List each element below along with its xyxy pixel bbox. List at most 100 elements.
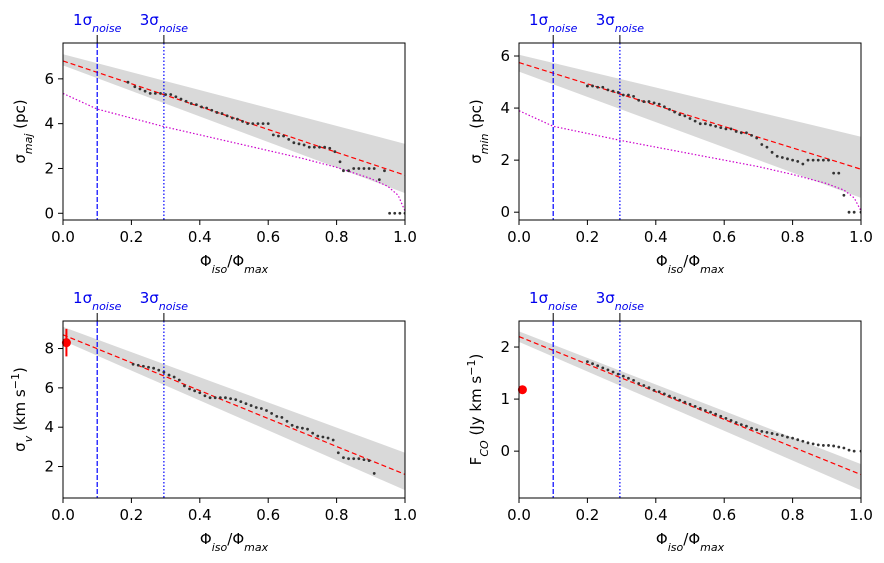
data-point [323, 145, 327, 149]
label-3sigma-noise: 3σnoise [596, 289, 645, 313]
data-point [847, 448, 851, 452]
confidence-band [63, 54, 405, 194]
data-point [271, 133, 275, 137]
data-point [393, 211, 397, 215]
y-tick-label: 6 [44, 379, 54, 397]
data-point [147, 365, 150, 369]
y-axis-label-part: (km s [11, 389, 29, 436]
axes-frame [62, 42, 406, 221]
data-point [816, 158, 820, 162]
data-point [184, 99, 188, 103]
data-point [745, 131, 748, 135]
data-point [301, 426, 304, 430]
data-point [261, 122, 265, 126]
y-axis-label-part: CO [478, 440, 491, 457]
data-point [632, 378, 635, 382]
x-tick-label: 0.2 [119, 228, 143, 246]
x-tick-label: 0.0 [51, 228, 75, 246]
data-point [827, 444, 830, 447]
x-axis-label-part: iso [668, 263, 684, 276]
data-point [688, 117, 692, 120]
data-point [632, 94, 635, 98]
data-point [347, 169, 350, 173]
data-point [164, 93, 168, 96]
data-point [297, 142, 301, 146]
y-axis-label-part: (Jy km s [467, 376, 485, 441]
data-point [688, 402, 692, 406]
data-point [295, 425, 299, 429]
data-point [177, 378, 181, 382]
data-point [367, 167, 371, 170]
data-point [606, 368, 610, 372]
y-tick-label: 4 [500, 99, 510, 117]
data-point [311, 431, 315, 435]
data-point [362, 458, 366, 462]
x-tick-label: 0.6 [712, 506, 736, 524]
data-point [362, 167, 366, 170]
y-tick-label: 2 [500, 151, 510, 169]
y-tick-label: 6 [500, 47, 510, 65]
data-point [179, 97, 183, 101]
data-point [200, 105, 203, 109]
noise-subscript: noise [159, 300, 188, 313]
label-1sigma-noise: 1σnoise [73, 11, 122, 35]
data-point [328, 146, 332, 150]
data-point [331, 438, 335, 442]
data-point [167, 373, 171, 377]
y-axis-label: σmaj (pc) [11, 99, 35, 163]
data-point [647, 386, 651, 390]
data-point [770, 432, 774, 435]
data-point [611, 89, 615, 93]
x-tick-label: 1.0 [849, 506, 873, 524]
x-tick-label: 0.8 [781, 506, 805, 524]
data-point [621, 93, 625, 97]
data-point [755, 136, 759, 140]
data-point [780, 156, 784, 159]
data-point [280, 415, 284, 419]
y-tick-label: 0 [44, 204, 54, 222]
data-point [586, 360, 589, 364]
data-point [842, 446, 846, 450]
fit-line [63, 334, 405, 475]
data-point [724, 416, 728, 420]
x-axis-label-part: Φ [200, 252, 212, 270]
sigma-symbol: 3σ [596, 11, 616, 29]
data-point [586, 84, 589, 88]
noise-subscript: noise [92, 22, 121, 35]
data-point [596, 364, 600, 368]
x-axis-label-part: max [244, 541, 268, 554]
data-point [821, 444, 825, 447]
data-point [816, 443, 820, 447]
x-axis-label: Φiso/Φmax [200, 252, 269, 276]
data-point [153, 92, 157, 95]
data-point [842, 193, 846, 197]
confidence-band [63, 326, 405, 491]
y-tick-label: 6 [44, 70, 54, 88]
data-point [662, 392, 666, 396]
data-point [218, 396, 222, 400]
data-point [709, 410, 712, 414]
x-axis-label-part: / [227, 252, 233, 270]
data-point [352, 457, 356, 461]
data-point [318, 145, 321, 149]
data-point [714, 412, 718, 416]
y-axis-label-part: F [467, 457, 485, 466]
data-point [832, 444, 836, 448]
data-point [832, 171, 836, 175]
data-point [847, 210, 851, 214]
y-axis-label-part: min [478, 133, 491, 154]
plot-area [63, 54, 405, 215]
data-point [336, 451, 340, 455]
label-1sigma-noise: 1σnoise [529, 11, 578, 35]
data-point [292, 141, 296, 145]
data-point [780, 434, 784, 437]
x-tick-label: 0.6 [256, 228, 280, 246]
data-point [136, 363, 140, 367]
y-axis-label-part: maj [22, 133, 35, 154]
x-tick-label: 0.6 [256, 506, 280, 524]
data-point [183, 384, 186, 388]
plot-area [63, 326, 405, 491]
y-tick-label: 8 [44, 340, 54, 358]
